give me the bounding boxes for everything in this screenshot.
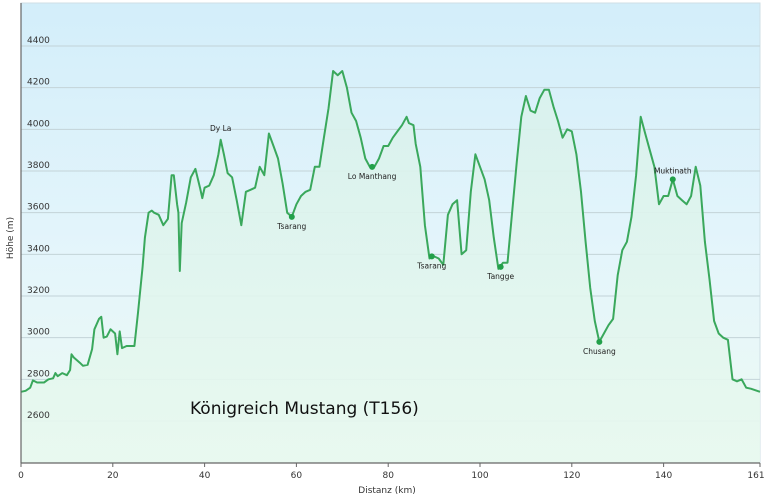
y-tick-label: 4200 [27, 78, 50, 88]
waypoint-marker [669, 176, 676, 183]
waypoint-marker [497, 263, 504, 270]
elevation-line [20, 70, 761, 393]
x-tick-label: 100 [471, 471, 488, 481]
waypoint-label: Lo Manthang [348, 172, 397, 181]
waypoint-marker [428, 253, 435, 260]
x-tick-label: 120 [563, 471, 580, 481]
y-tick-label: 3600 [27, 203, 50, 213]
waypoint-label: Chusang [583, 347, 616, 356]
x-tick-label: 80 [382, 471, 394, 481]
chart-title: Königreich Mustang (T156) [190, 399, 419, 419]
y-tick-label: 2800 [27, 369, 50, 379]
waypoint-label: Tangge [486, 272, 514, 281]
waypoint-marker [369, 163, 376, 170]
x-tick-label: 60 [291, 471, 303, 481]
y-tick-label: 4400 [27, 36, 50, 46]
waypoint-label: Tsarang [416, 261, 446, 270]
x-tick-label: 0 [18, 471, 24, 481]
waypoint-marker [596, 338, 603, 345]
y-tick-label: 4000 [27, 119, 50, 129]
elevation-area-fill [21, 71, 760, 463]
y-tick-labels: 2600 2800 3000 3200 3400 3600 3800 4000 4200 4400 [27, 36, 50, 421]
x-tick-label: 20 [107, 471, 119, 481]
y-tick-label: 3400 [27, 244, 50, 254]
waypoint-marker [288, 213, 295, 220]
y-tick-label: 3200 [27, 286, 50, 296]
x-tick-label: 140 [655, 471, 672, 481]
waypoint-markers: Dy La Tsarang Lo Manthang Tsarang Tangge Chus… [210, 124, 692, 356]
waypoint-label: Muktinath [654, 166, 692, 175]
y-tick-label: 3800 [27, 161, 50, 171]
y-tick-label: 3000 [27, 328, 50, 338]
waypoint-label: Tsarang [276, 222, 306, 231]
x-tick-label: 40 [199, 471, 211, 481]
x-tick-label: 161 [747, 471, 764, 481]
x-tick-labels: 0 20 40 60 80 100 120 140 161 [18, 463, 765, 481]
y-axis-title: Höhe (m) [6, 217, 16, 259]
y-tick-label: 2600 [27, 411, 50, 421]
waypoint-label: Dy La [210, 124, 231, 133]
x-axis-title: Distanz (km) [358, 486, 415, 496]
